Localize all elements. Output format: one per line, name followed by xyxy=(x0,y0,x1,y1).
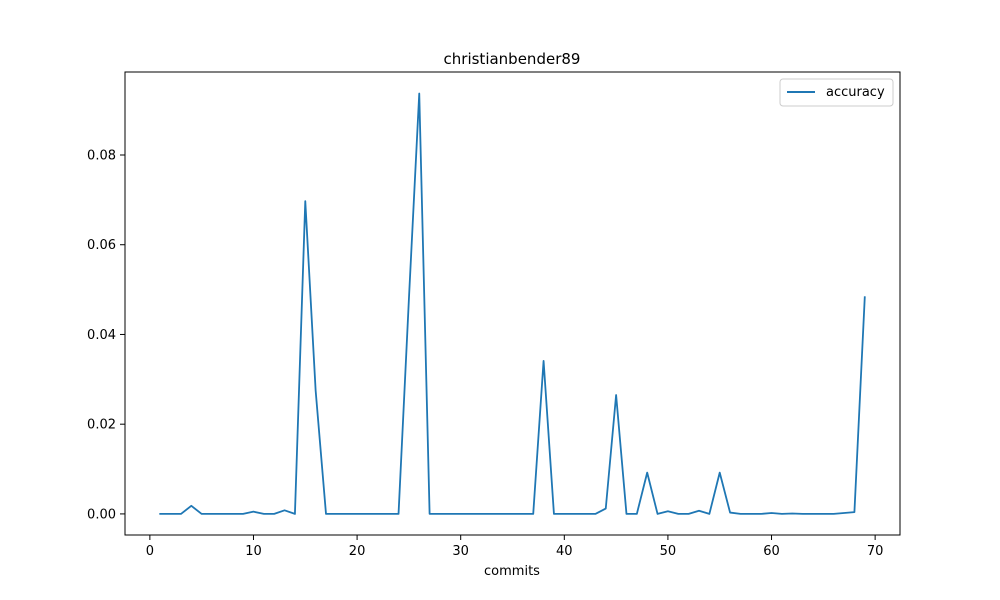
legend-box xyxy=(779,78,894,107)
x-tick-label: 20 xyxy=(349,544,366,559)
x-axis-ticks: 0 10 20 30 40 50 60 70 xyxy=(146,535,884,559)
x-tick-label: 0 xyxy=(146,544,154,559)
legend: accuracy xyxy=(779,78,894,107)
y-tick-label: 0.00 xyxy=(87,507,116,522)
legend-label-accuracy: accuracy xyxy=(826,85,885,100)
y-tick-label: 0.06 xyxy=(87,238,116,253)
x-tick-label: 50 xyxy=(660,544,677,559)
plot-frame xyxy=(124,71,901,536)
series-layer xyxy=(159,92,866,515)
y-tick-label: 0.04 xyxy=(87,328,116,343)
x-axis-title: commits xyxy=(484,564,540,579)
y-tick-label: 0.08 xyxy=(87,148,116,163)
series-line-accuracy xyxy=(159,92,866,515)
x-tick-label: 60 xyxy=(763,544,780,559)
y-tick-label: 0.02 xyxy=(87,418,116,433)
x-tick-label: 10 xyxy=(245,544,262,559)
x-tick-label: 40 xyxy=(556,544,573,559)
chart-title: christianbender89 xyxy=(444,50,581,68)
x-tick-label: 70 xyxy=(867,544,884,559)
y-axis-ticks: 0.00 0.02 0.04 0.06 0.08 xyxy=(87,148,125,522)
x-tick-label: 30 xyxy=(452,544,469,559)
